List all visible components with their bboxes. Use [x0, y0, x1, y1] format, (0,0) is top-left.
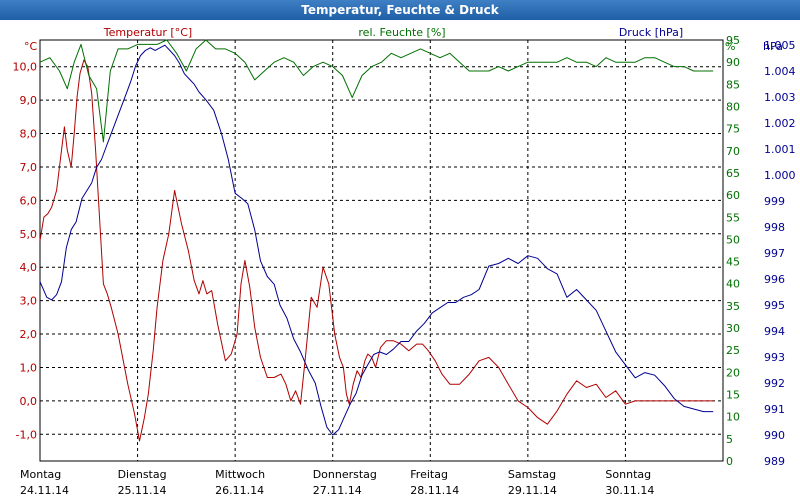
humidity-line [39, 39, 714, 143]
x-tick-date: 28.11.14 [410, 484, 459, 497]
series [39, 39, 714, 442]
x-tick-date: 29.11.14 [508, 484, 557, 497]
pressure-tick-label: 1.004 [764, 65, 796, 78]
humidity-tick-label: 10 [726, 411, 740, 424]
x-tick-date: 27.11.14 [313, 484, 362, 497]
temperature-tick-label: 7,0 [20, 161, 38, 174]
temperature-unit: °C [24, 40, 38, 53]
temperature-tick-label: 5,0 [20, 228, 38, 241]
humidity-tick-label: 95 [726, 34, 740, 47]
x-tick-date: 26.11.14 [215, 484, 264, 497]
pressure-tick-label: 991 [764, 403, 785, 416]
humidity-tick-label: 0 [726, 455, 733, 468]
pressure-tick-label: 989 [764, 455, 785, 468]
pressure-tick-label: 1.002 [764, 117, 796, 130]
x-tick-day: Montag [20, 468, 61, 481]
temperature-tick-label: 8,0 [20, 128, 38, 141]
temperature-tick-label: 3,0 [20, 295, 38, 308]
x-axis: Montag 24.11.14 Dienstag 25.11.14 Mittwoch 26… [20, 468, 654, 497]
temperature-tick-label: 2,0 [20, 328, 38, 341]
pressure-tick-label: 1.005 [764, 39, 796, 52]
humidity-tick-label: 90 [726, 56, 740, 69]
weather-chart: 10,0 9,0 8,0 7,0 6,0 5,0 4,0 3,0 2,0 1,0 0,0 -1,0 9… [13, 26, 796, 497]
humidity-tick-label: 20 [726, 366, 740, 379]
pressure-tick-label: 999 [764, 195, 785, 208]
humidity-tick-label: 35 [726, 300, 740, 313]
pressure-legend: Druck [hPa] [619, 26, 683, 39]
humidity-tick-label: 30 [726, 322, 740, 335]
x-tick-day: Dienstag [118, 468, 167, 481]
pressure-tick-label: 998 [764, 221, 785, 234]
temperature-legend: Temperatur [°C] [103, 26, 192, 39]
humidity-tick-label: 50 [726, 233, 740, 246]
x-tick-day: Sonntag [605, 468, 651, 481]
humidity-tick-label: 85 [726, 78, 740, 91]
pressure-tick-label: 992 [764, 377, 785, 390]
humidity-tick-label: 80 [726, 100, 740, 113]
pressure-tick-label: 995 [764, 299, 785, 312]
x-tick-date: 24.11.14 [20, 484, 69, 497]
humidity-legend: rel. Feuchte [%] [358, 26, 445, 39]
humidity-tick-label: 5 [726, 433, 733, 446]
pressure-tick-label: 1.000 [764, 169, 796, 182]
pressure-unit: hPa [763, 40, 783, 53]
plot-frame [39, 39, 724, 462]
x-tick-day: Samstag [508, 468, 556, 481]
humidity-tick-label: 45 [726, 256, 740, 269]
pressure-tick-label: 994 [764, 325, 785, 338]
temperature-axis: 10,0 9,0 8,0 7,0 6,0 5,0 4,0 3,0 2,0 1,0 0,0 -1,0 [13, 61, 38, 442]
temperature-tick-label: 6,0 [20, 194, 38, 207]
temperature-tick-label: 1,0 [20, 361, 38, 374]
pressure-tick-label: 990 [764, 429, 785, 442]
pressure-axis: 1.005 1.004 1.003 1.002 1.001 1.000 999 998 997 9… [764, 39, 796, 468]
temperature-line [39, 59, 714, 442]
x-tick-date: 30.11.14 [605, 484, 654, 497]
temperature-tick-label: 9,0 [20, 94, 38, 107]
x-tick-date: 25.11.14 [118, 484, 167, 497]
x-tick-day: Freitag [410, 468, 448, 481]
pressure-tick-label: 996 [764, 273, 785, 286]
x-tick-day: Mittwoch [215, 468, 265, 481]
temperature-tick-label: 10,0 [13, 61, 38, 74]
temperature-tick-label: -1,0 [16, 428, 37, 441]
humidity-tick-label: 70 [726, 145, 740, 158]
humidity-unit: % [725, 40, 735, 53]
humidity-tick-label: 25 [726, 344, 740, 357]
pressure-tick-label: 1.003 [764, 91, 796, 104]
humidity-tick-label: 65 [726, 167, 740, 180]
x-tick-day: Donnerstag [313, 468, 377, 481]
temperature-tick-label: 4,0 [20, 261, 38, 274]
humidity-tick-label: 60 [726, 189, 740, 202]
pressure-tick-label: 997 [764, 247, 785, 260]
grid [40, 40, 723, 461]
chart-title: Temperatur, Feuchte & Druck [0, 0, 800, 20]
pressure-tick-label: 993 [764, 351, 785, 364]
humidity-tick-label: 55 [726, 211, 740, 224]
humidity-tick-label: 15 [726, 389, 740, 402]
humidity-tick-label: 40 [726, 278, 740, 291]
temperature-tick-label: 0,0 [20, 395, 38, 408]
humidity-tick-label: 75 [726, 123, 740, 136]
pressure-tick-label: 1.001 [764, 143, 796, 156]
pressure-line [39, 44, 714, 436]
